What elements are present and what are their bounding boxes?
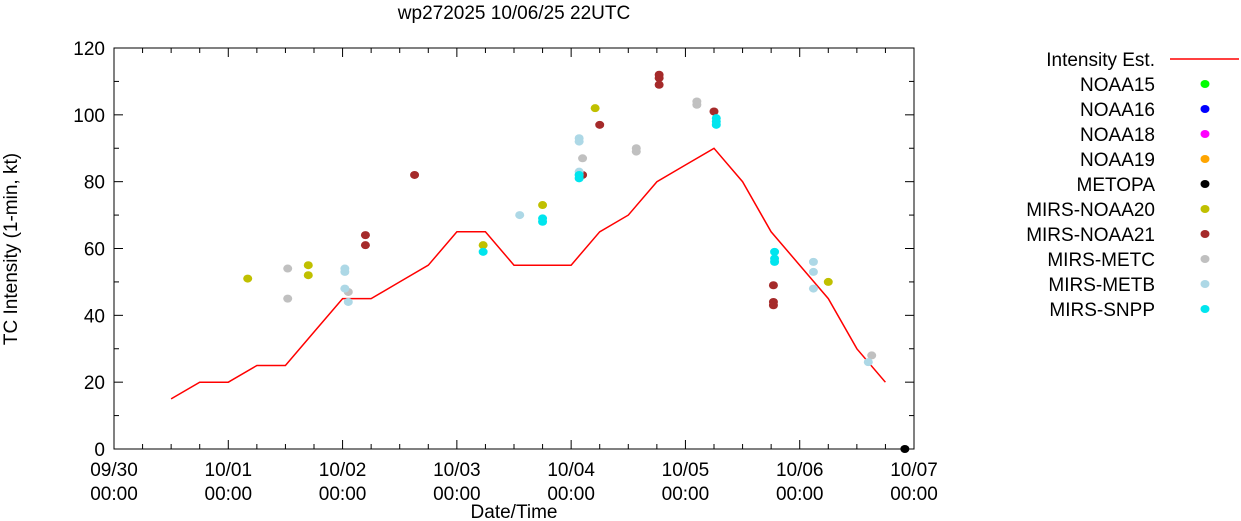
- point-mirs-noaa20: [303, 271, 313, 280]
- point-mirs-noaa21: [360, 241, 370, 250]
- point-mirs-noaa20: [303, 261, 313, 270]
- x-tick-date: 10/07: [890, 460, 938, 481]
- x-tick-time: 00:00: [662, 484, 710, 505]
- legend-label-noaa19: NOAA19: [1080, 150, 1155, 171]
- point-mirs-metb: [863, 358, 873, 367]
- point-mirs-noaa21: [768, 281, 778, 290]
- x-tick-date: 10/04: [547, 460, 595, 481]
- point-mirs-noaa20: [590, 104, 600, 113]
- x-tick-time: 00:00: [90, 484, 138, 505]
- x-tick-time: 00:00: [433, 484, 481, 505]
- point-mirs-metb: [808, 257, 818, 266]
- point-mirs-noaa21: [654, 74, 664, 83]
- y-tick-label: 0: [94, 440, 105, 461]
- legend-label-mirs-noaa20: MIRS-NOAA20: [1026, 200, 1155, 221]
- legend-swatch-mirs-noaa21: [1200, 230, 1210, 238]
- y-tick-label: 20: [84, 373, 105, 394]
- chart-title: wp272025 10/06/25 22UTC: [397, 3, 630, 24]
- legend-swatch-noaa16: [1200, 105, 1210, 113]
- point-mirs-metb: [808, 284, 818, 293]
- legend-label-metopa: METOPA: [1077, 175, 1156, 196]
- y-axis-label: TC Intensity (1-min, kt): [1, 153, 22, 345]
- x-tick-time: 00:00: [205, 484, 253, 505]
- point-mirs-snpp: [770, 247, 780, 256]
- point-mirs-noaa21: [410, 170, 420, 179]
- y-tick-label: 80: [84, 173, 105, 194]
- legend-swatch-noaa19: [1200, 155, 1210, 163]
- legend-label-noaa16: NOAA16: [1080, 100, 1155, 121]
- point-mirs-metb: [515, 211, 525, 220]
- axis-ticks: 0 20 40 60 80 100 120 09/30 00:00 10/01 00:00 10/02…: [73, 39, 937, 505]
- point-mirs-snpp: [574, 174, 584, 183]
- point-mirs-noaa21: [709, 107, 719, 116]
- point-mirs-metc: [692, 100, 702, 109]
- legend-swatch-noaa15: [1200, 80, 1210, 88]
- legend-swatch-mirs-metb: [1200, 280, 1210, 288]
- x-tick-date: 10/02: [319, 460, 367, 481]
- point-mirs-noaa21: [595, 120, 605, 129]
- point-mirs-metc: [283, 264, 293, 273]
- y-tick-label: 40: [84, 306, 105, 327]
- legend-label-noaa15: NOAA15: [1080, 75, 1155, 96]
- x-tick-time: 00:00: [776, 484, 824, 505]
- legend-label-mirs-snpp: MIRS-SNPP: [1049, 300, 1155, 321]
- point-mirs-snpp: [538, 217, 548, 226]
- legend-label-mirs-metc: MIRS-METC: [1047, 250, 1155, 271]
- point-mirs-metb: [574, 137, 584, 146]
- legend: Intensity Est. NOAA15 NOAA16 NOAA18 NOAA19 ME…: [1026, 50, 1239, 321]
- intensity-line-layer: [170, 147, 886, 400]
- point-mirs-snpp: [770, 257, 780, 266]
- point-mirs-metb: [340, 284, 350, 293]
- point-mirs-noaa20: [823, 277, 833, 286]
- point-mirs-metc: [578, 154, 588, 163]
- point-mirs-noaa20: [243, 274, 253, 283]
- legend-swatch-mirs-metc: [1200, 255, 1210, 263]
- point-metopa: [900, 445, 910, 453]
- point-mirs-metb: [343, 297, 353, 306]
- y-tick-label: 100: [73, 106, 105, 127]
- x-axis-label: Date/Time: [471, 502, 558, 521]
- point-mirs-snpp: [478, 247, 488, 256]
- y-tick-label: 60: [84, 240, 105, 261]
- legend-label-mirs-metb: MIRS-METB: [1048, 275, 1155, 296]
- y-tick-label: 120: [73, 39, 105, 60]
- x-tick-date: 10/03: [433, 460, 481, 481]
- x-tick-date: 10/05: [662, 460, 710, 481]
- legend-swatch-mirs-snpp: [1200, 305, 1210, 313]
- point-mirs-noaa20: [478, 241, 488, 250]
- x-tick-time: 00:00: [547, 484, 595, 505]
- legend-swatch-noaa18: [1200, 130, 1210, 138]
- point-mirs-metc: [631, 147, 641, 156]
- legend-swatch-mirs-noaa20: [1200, 205, 1210, 213]
- x-tick-date: 10/06: [776, 460, 824, 481]
- x-tick-time: 00:00: [319, 484, 367, 505]
- point-mirs-noaa20: [538, 201, 548, 210]
- legend-label-noaa18: NOAA18: [1080, 125, 1155, 146]
- legend-label-intensity-est: Intensity Est.: [1046, 50, 1155, 71]
- point-mirs-metb: [340, 267, 350, 276]
- point-mirs-noaa21: [360, 231, 370, 240]
- point-mirs-snpp: [711, 120, 721, 129]
- scatter-points-layer: [243, 70, 910, 453]
- point-mirs-noaa21: [654, 80, 664, 89]
- point-mirs-metb: [808, 267, 818, 276]
- point-mirs-noaa21: [768, 301, 778, 310]
- intensity-estimate-line: [170, 147, 886, 400]
- point-mirs-metc: [283, 294, 293, 303]
- point-mirs-metc: [867, 351, 877, 360]
- legend-label-mirs-noaa21: MIRS-NOAA21: [1026, 225, 1155, 246]
- plot-frame: [113, 47, 915, 450]
- x-tick-date: 10/01: [205, 460, 253, 481]
- x-tick-date: 09/30: [90, 460, 138, 481]
- legend-swatch-metopa: [1200, 180, 1210, 188]
- x-tick-time: 00:00: [890, 484, 938, 505]
